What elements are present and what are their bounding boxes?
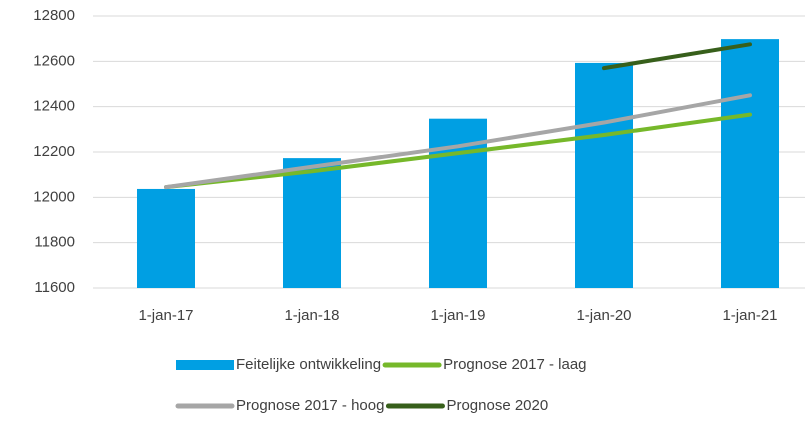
x-tick-label: 1-jan-17 <box>138 307 193 324</box>
x-tick-label: 1-jan-18 <box>284 307 339 324</box>
y-tick-label: 12200 <box>33 143 75 160</box>
legend-swatch <box>176 360 234 370</box>
x-tick-label: 1-jan-19 <box>430 307 485 324</box>
y-tick-label: 11800 <box>34 234 75 251</box>
y-tick-label: 12400 <box>33 98 75 115</box>
legend-label: Feitelijke ontwikkeling <box>236 356 381 373</box>
y-tick-label: 12600 <box>33 52 75 69</box>
line <box>164 93 752 190</box>
legend-label: Prognose 2017 - hoog <box>236 397 384 414</box>
y-tick-label: 12800 <box>33 7 75 24</box>
y-tick-label: 11600 <box>34 279 75 296</box>
bar <box>575 62 633 288</box>
bar <box>283 158 341 288</box>
x-tick-label: 1-jan-20 <box>576 307 631 324</box>
bar <box>137 188 195 288</box>
line <box>602 42 752 71</box>
legend-label: Prognose 2020 <box>446 397 548 414</box>
legend-label: Prognose 2017 - laag <box>443 356 586 373</box>
x-tick-label: 1-jan-21 <box>722 307 777 324</box>
bar <box>721 39 779 289</box>
y-tick-label: 12000 <box>33 188 75 205</box>
line <box>164 112 752 190</box>
